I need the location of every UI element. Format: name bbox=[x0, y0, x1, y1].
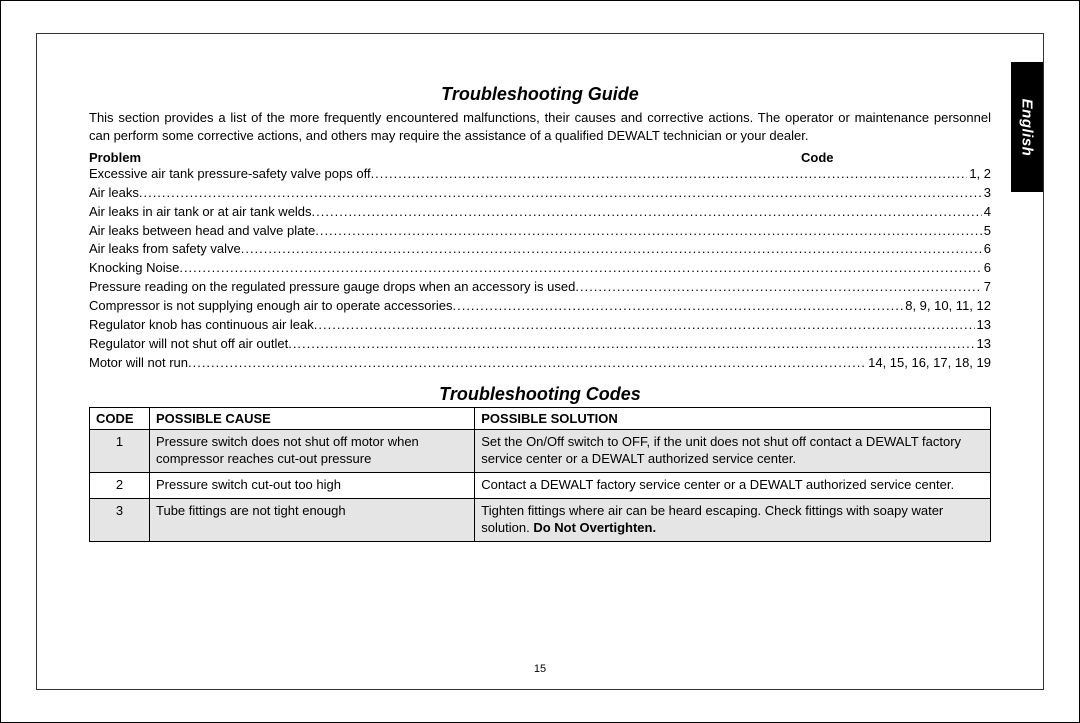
leader-dots: ........................................… bbox=[575, 278, 981, 297]
problem-text: Compressor is not supplying enough air t… bbox=[89, 297, 452, 316]
problem-row: Motor will not run .....................… bbox=[89, 354, 991, 373]
problem-text: Motor will not run bbox=[89, 354, 188, 373]
header-problem: Problem bbox=[89, 150, 801, 165]
intro-sc: E bbox=[616, 128, 625, 143]
intro-pre: This section provides a list of the more… bbox=[89, 110, 991, 143]
problem-row: Pressure reading on the regulated pressu… bbox=[89, 278, 991, 297]
cell-cause: Pressure switch does not shut off motor … bbox=[150, 430, 475, 473]
language-label: English bbox=[1019, 98, 1036, 156]
table-row: 2Pressure switch cut-out too highContact… bbox=[90, 473, 991, 499]
problem-text: Pressure reading on the regulated pressu… bbox=[89, 278, 575, 297]
intro-post: WALT technician or your dealer. bbox=[625, 128, 808, 143]
th-solution: POSSIBLE SOLUTION bbox=[475, 408, 991, 430]
guide-title: Troubleshooting Guide bbox=[89, 84, 991, 105]
leader-dots: ........................................… bbox=[139, 184, 982, 203]
leader-dots: ........................................… bbox=[241, 240, 982, 259]
leader-dots: ........................................… bbox=[314, 316, 975, 335]
guide-intro: This section provides a list of the more… bbox=[89, 109, 991, 144]
codes-title: Troubleshooting Codes bbox=[89, 384, 991, 405]
problem-row: Air leaks from safety valve.............… bbox=[89, 240, 991, 259]
header-code: Code bbox=[801, 150, 991, 165]
cell-solution: Tighten fittings where air can be heard … bbox=[475, 499, 991, 542]
problem-code: 14, 15, 16, 17, 18, 19 bbox=[866, 354, 991, 373]
problem-code: 6 bbox=[982, 240, 991, 259]
codes-table: CODE POSSIBLE CAUSE POSSIBLE SOLUTION 1P… bbox=[89, 407, 991, 541]
problem-header: Problem Code bbox=[89, 150, 991, 165]
language-tab: English bbox=[1011, 62, 1043, 192]
problem-code: 6 bbox=[982, 259, 991, 278]
cell-cause: Pressure switch cut-out too high bbox=[150, 473, 475, 499]
leader-dots: ........................................… bbox=[179, 259, 981, 278]
problem-row: Compressor is not supplying enough air t… bbox=[89, 297, 991, 316]
cell-code: 1 bbox=[90, 430, 150, 473]
cell-solution: Contact a DEWALT factory service center … bbox=[475, 473, 991, 499]
problem-row: Regulator will not shut off air outlet..… bbox=[89, 335, 991, 354]
cell-cause: Tube fittings are not tight enough bbox=[150, 499, 475, 542]
problem-code: 3 bbox=[982, 184, 991, 203]
problem-code: 7 bbox=[982, 278, 991, 297]
problem-code: 13 bbox=[975, 316, 991, 335]
problem-text: Air leaks bbox=[89, 184, 139, 203]
problem-code: 8, 9, 10, 11, 12 bbox=[903, 297, 991, 316]
table-row: 3Tube fittings are not tight enoughTight… bbox=[90, 499, 991, 542]
problem-text: Air leaks between head and valve plate bbox=[89, 222, 315, 241]
leader-dots: ........................................… bbox=[188, 354, 866, 373]
problem-code: 4 bbox=[982, 203, 991, 222]
problem-text: Regulator knob has continuous air leak bbox=[89, 316, 314, 335]
cell-code: 3 bbox=[90, 499, 150, 542]
problem-code: 5 bbox=[982, 222, 991, 241]
problem-row: Air leaks in air tank or at air tank wel… bbox=[89, 203, 991, 222]
problem-list: Excessive air tank pressure-safety valve… bbox=[89, 165, 991, 372]
page-number: 15 bbox=[37, 663, 1043, 675]
cell-code: 2 bbox=[90, 473, 150, 499]
problem-text: Excessive air tank pressure-safety valve… bbox=[89, 165, 371, 184]
th-cause: POSSIBLE CAUSE bbox=[150, 408, 475, 430]
problem-row: Excessive air tank pressure-safety valve… bbox=[89, 165, 991, 184]
leader-dots: ........................................… bbox=[315, 222, 982, 241]
leader-dots: ........................................… bbox=[371, 165, 968, 184]
problem-row: Knocking Noise..........................… bbox=[89, 259, 991, 278]
leader-dots: ........................................… bbox=[288, 335, 974, 354]
cell-solution: Set the On/Off switch to OFF, if the uni… bbox=[475, 430, 991, 473]
th-code: CODE bbox=[90, 408, 150, 430]
problem-row: Regulator knob has continuous air leak .… bbox=[89, 316, 991, 335]
leader-dots: ........................................… bbox=[452, 297, 903, 316]
problem-text: Air leaks in air tank or at air tank wel… bbox=[89, 203, 312, 222]
problem-row: Air leaks ..............................… bbox=[89, 184, 991, 203]
problem-code: 1, 2 bbox=[967, 165, 991, 184]
problem-row: Air leaks between head and valve plate..… bbox=[89, 222, 991, 241]
table-row: 1Pressure switch does not shut off motor… bbox=[90, 430, 991, 473]
problem-text: Knocking Noise bbox=[89, 259, 179, 278]
page-border: English Troubleshooting Guide This secti… bbox=[36, 33, 1044, 690]
leader-dots: ........................................… bbox=[312, 203, 982, 222]
problem-text: Regulator will not shut off air outlet bbox=[89, 335, 288, 354]
problem-code: 13 bbox=[975, 335, 991, 354]
problem-text: Air leaks from safety valve bbox=[89, 240, 241, 259]
